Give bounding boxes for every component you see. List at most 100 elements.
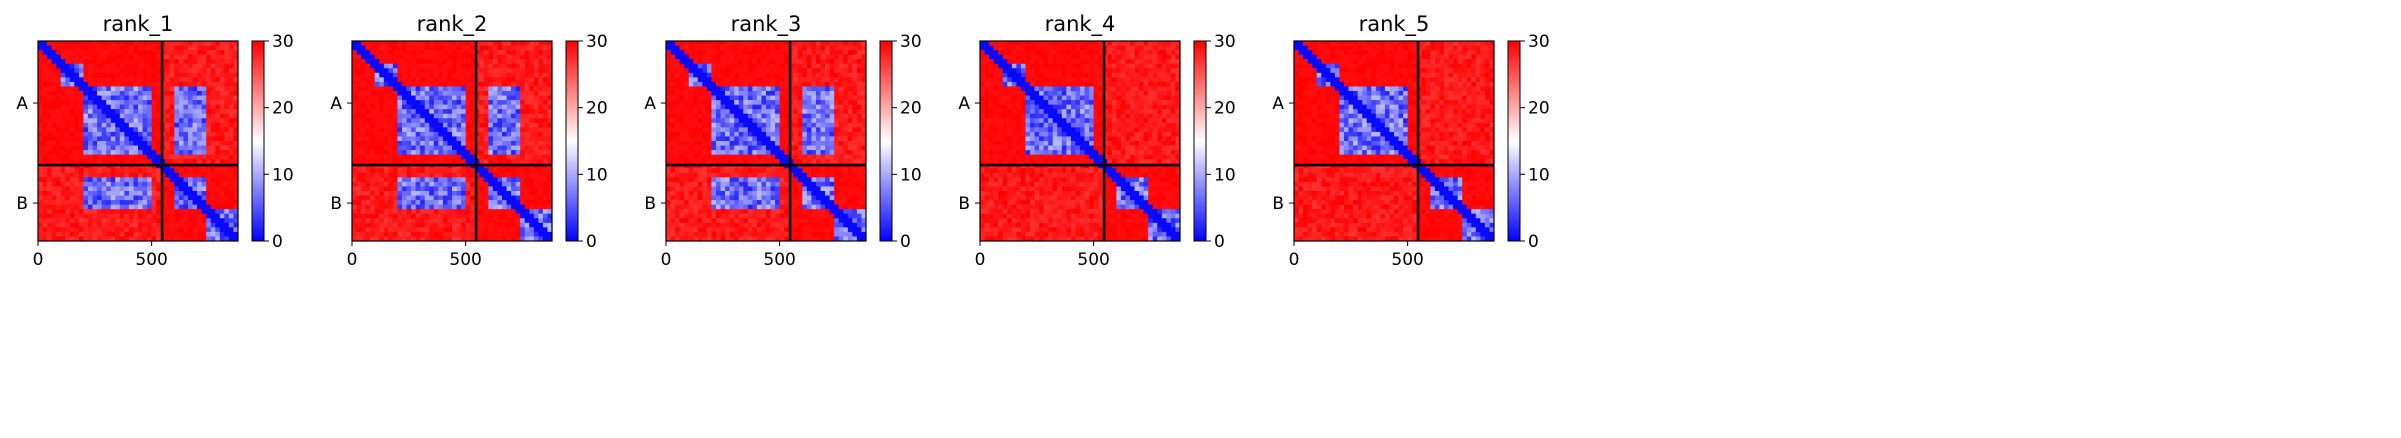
pae-cell (165, 213, 171, 219)
pae-cell (834, 127, 840, 133)
pae-cell (370, 54, 376, 60)
pae-cell (506, 177, 512, 183)
pae-cell (110, 186, 116, 192)
pae-cell (379, 236, 385, 242)
pae-cell (779, 63, 785, 69)
pae-cell (688, 54, 694, 60)
pae-cell (101, 204, 107, 210)
pae-cell (447, 195, 453, 201)
pae-cell (51, 177, 57, 183)
pae-cell (775, 127, 780, 133)
pae-cell (206, 95, 212, 101)
pae-cell (761, 150, 767, 155)
pae-cell (42, 100, 48, 105)
pae-cell (838, 95, 844, 101)
pae-cell (397, 181, 403, 187)
pae-cell (533, 172, 539, 178)
pae-cell (452, 63, 457, 69)
pae-cell (542, 63, 548, 69)
pae-cell (215, 127, 221, 133)
pae-cell (178, 131, 184, 137)
pae-cell (411, 100, 416, 105)
pae-cell (429, 59, 435, 65)
pae-cell (684, 77, 690, 83)
pae-cell (361, 104, 366, 110)
pae-cell (547, 86, 553, 92)
pae-cell (228, 195, 234, 201)
pae-cell (138, 54, 143, 60)
pae-cell (725, 68, 730, 74)
pae-cell (352, 109, 357, 115)
pae-cell (734, 86, 740, 92)
pae-cell (356, 172, 362, 178)
pae-cell (361, 122, 366, 128)
pae-cell (169, 141, 175, 146)
pae-cell (461, 72, 466, 78)
pae-cell (78, 236, 84, 242)
pae-cell (693, 59, 699, 65)
pae-cell (60, 145, 66, 151)
pae-cell (756, 113, 762, 119)
pae-cell (738, 113, 744, 119)
pae-cell (511, 109, 516, 115)
pae-cell (392, 50, 398, 55)
pae-cell (483, 41, 489, 46)
pae-cell (379, 59, 385, 65)
pae-cell (488, 136, 494, 142)
pae-cell (124, 159, 130, 165)
pae-cell (124, 209, 130, 215)
pae-cell (720, 50, 726, 55)
pae-cell (38, 145, 43, 151)
pae-cell (165, 150, 171, 155)
pae-cell (178, 91, 184, 96)
pae-cell (128, 227, 134, 233)
pae-cell (515, 154, 521, 160)
pae-cell (538, 95, 544, 101)
pae-cell (233, 104, 239, 110)
pae-cell (793, 72, 799, 78)
pae-cell (752, 59, 758, 65)
pae-cell (679, 122, 685, 128)
pae-cell (520, 172, 526, 178)
pae-cell (438, 104, 444, 110)
pae-cell (406, 218, 412, 224)
pae-cell (383, 222, 389, 228)
pae-cell (492, 118, 498, 124)
pae-cell (779, 50, 785, 55)
pae-cell (511, 41, 516, 46)
pae-cell (666, 150, 671, 155)
pae-cell (670, 41, 676, 46)
pae-cell (178, 81, 184, 87)
pae-cell (197, 159, 202, 165)
pae-cell (92, 131, 98, 137)
pae-cell (411, 59, 416, 65)
pae-cell (793, 122, 799, 128)
pae-cell (210, 77, 216, 83)
pae-cell (497, 63, 503, 69)
pae-cell (110, 191, 116, 196)
pae-cell (124, 68, 130, 74)
pae-cell (420, 236, 426, 242)
pae-cell (365, 154, 371, 160)
pae-cell (51, 227, 57, 233)
pae-cell (233, 131, 239, 137)
pae-cell (524, 63, 530, 69)
pae-cell (169, 118, 175, 124)
pae-cell (51, 41, 57, 46)
pae-cell (542, 200, 548, 205)
pae-cell (115, 236, 121, 242)
pae-cell (78, 222, 84, 228)
pae-cell (711, 150, 717, 155)
pae-cell (233, 150, 239, 155)
pae-cell (97, 209, 102, 215)
pae-cell (110, 72, 116, 78)
pae-cell (174, 68, 180, 74)
pae-cell (761, 41, 767, 46)
pae-cell (479, 122, 485, 128)
pae-cell (178, 145, 184, 151)
pae-cell (452, 159, 457, 165)
pae-cell (520, 195, 526, 201)
pae-cell (183, 227, 189, 233)
pae-cell (806, 109, 812, 115)
